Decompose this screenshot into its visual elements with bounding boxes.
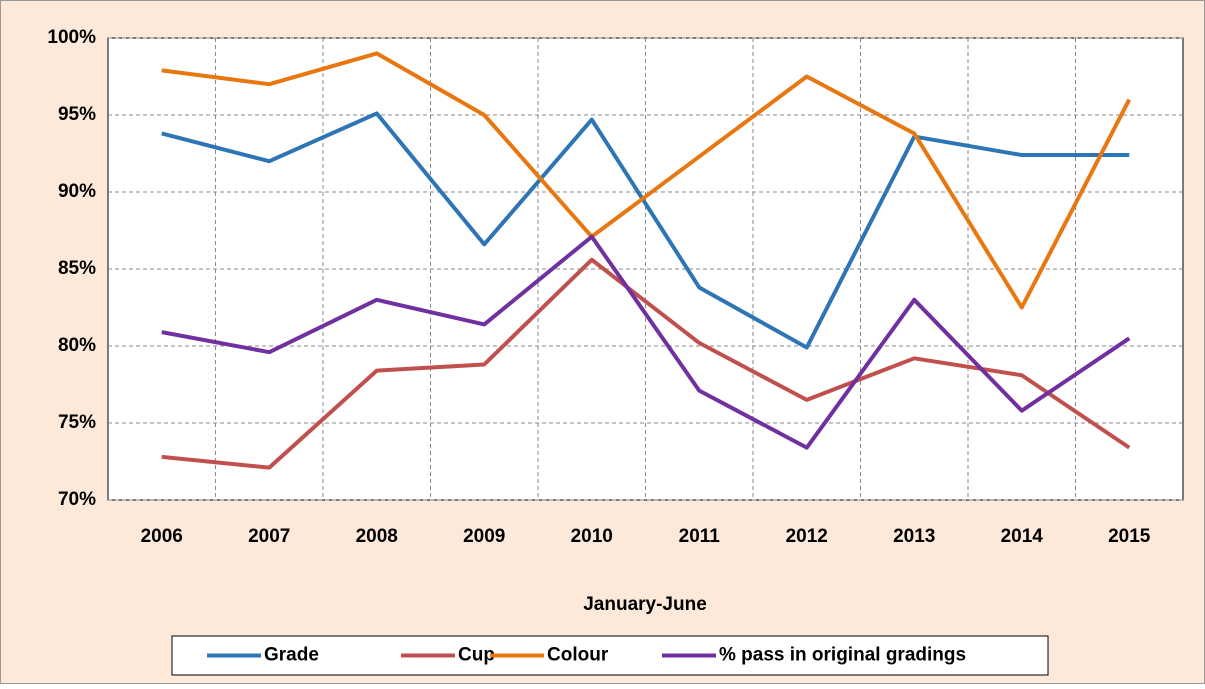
y-tick-label: 100%: [47, 27, 96, 48]
legend: [171, 635, 1049, 676]
y-tick-label: 85%: [58, 258, 96, 279]
x-tick-label: 2015: [1108, 526, 1151, 547]
x-tick-label: 2010: [571, 526, 613, 547]
series-line: [161, 51, 1132, 310]
x-tick-label: 2008: [356, 526, 398, 547]
x-tick-label: 2006: [141, 526, 183, 547]
legend-label: Grade: [264, 645, 319, 666]
y-tick-label: 95%: [58, 104, 96, 125]
legend-label: Cup: [458, 645, 495, 666]
x-tick-label: 2012: [786, 526, 828, 547]
series-line: [161, 257, 1131, 470]
x-tick-label: 2014: [1001, 526, 1044, 547]
series-line: [161, 234, 1131, 450]
y-tick-label: 90%: [58, 181, 96, 202]
legend-label: Colour: [547, 645, 609, 666]
y-tick-label: 70%: [58, 489, 96, 510]
series-line: [161, 111, 1130, 350]
x-tick-label: 2011: [679, 526, 721, 547]
x-tick-label: 2013: [893, 526, 935, 547]
x-tick-label: 2007: [248, 526, 290, 547]
y-tick-label: 75%: [58, 412, 96, 433]
y-tick-label: 80%: [58, 335, 96, 356]
x-tick-label: 2009: [463, 526, 505, 547]
x-axis-label: January-June: [583, 594, 707, 615]
legend-label: % pass in original gradings: [719, 645, 966, 666]
